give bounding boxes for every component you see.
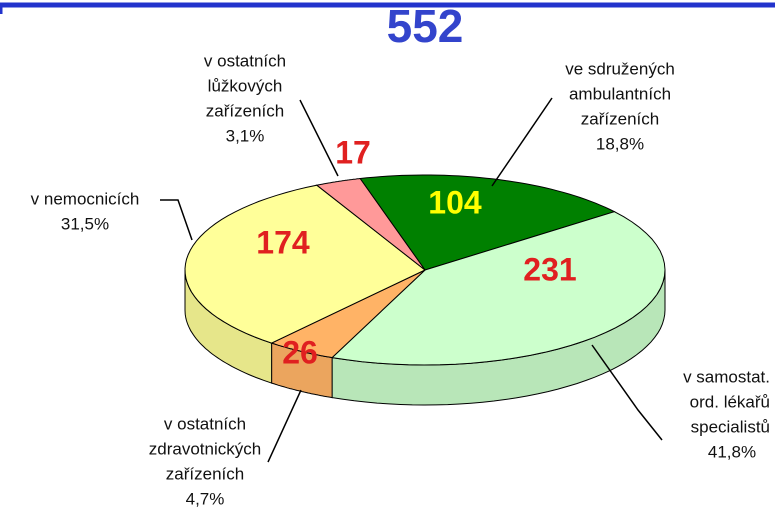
slice [315,177,426,271]
leader-line [591,344,663,441]
category-label: v ostatních [204,51,286,70]
value-label: 104 [428,184,482,220]
value-label: 17 [335,134,371,170]
category-label: zařízeních [166,464,244,483]
category-label: zařízeních [206,101,284,120]
category-label: zdravotnických [149,439,261,458]
leader-line [160,199,193,241]
value-label: 174 [256,224,310,260]
category-label: zařízeních [581,109,659,128]
share-label: 4,7% [186,489,225,508]
slice [359,174,616,271]
share-label: 31,5% [61,214,109,233]
slice [184,184,426,344]
category-label: ambulantních [569,84,671,103]
slice [270,269,426,359]
category-label: v nemocnicích [31,189,140,208]
share-label: 18,8% [596,134,644,153]
frame [0,2,775,14]
leader-line [299,99,339,177]
category-label: ve sdružených [565,59,675,78]
value-label: 231 [523,251,576,287]
share-label: 3,1% [226,126,265,145]
slice [331,211,666,366]
category-label: v ostatních [164,414,246,433]
value-label: 26 [282,334,318,370]
chart-title: 552 [387,0,464,52]
category-label: ord. lékařů [690,392,770,411]
category-label: specialistů [691,417,770,436]
category-label: v samostat. [683,367,770,386]
leader-line [267,389,302,463]
category-label: lůžkových [208,76,283,95]
leader-line [491,97,553,187]
share-label: 41,8% [708,442,756,461]
